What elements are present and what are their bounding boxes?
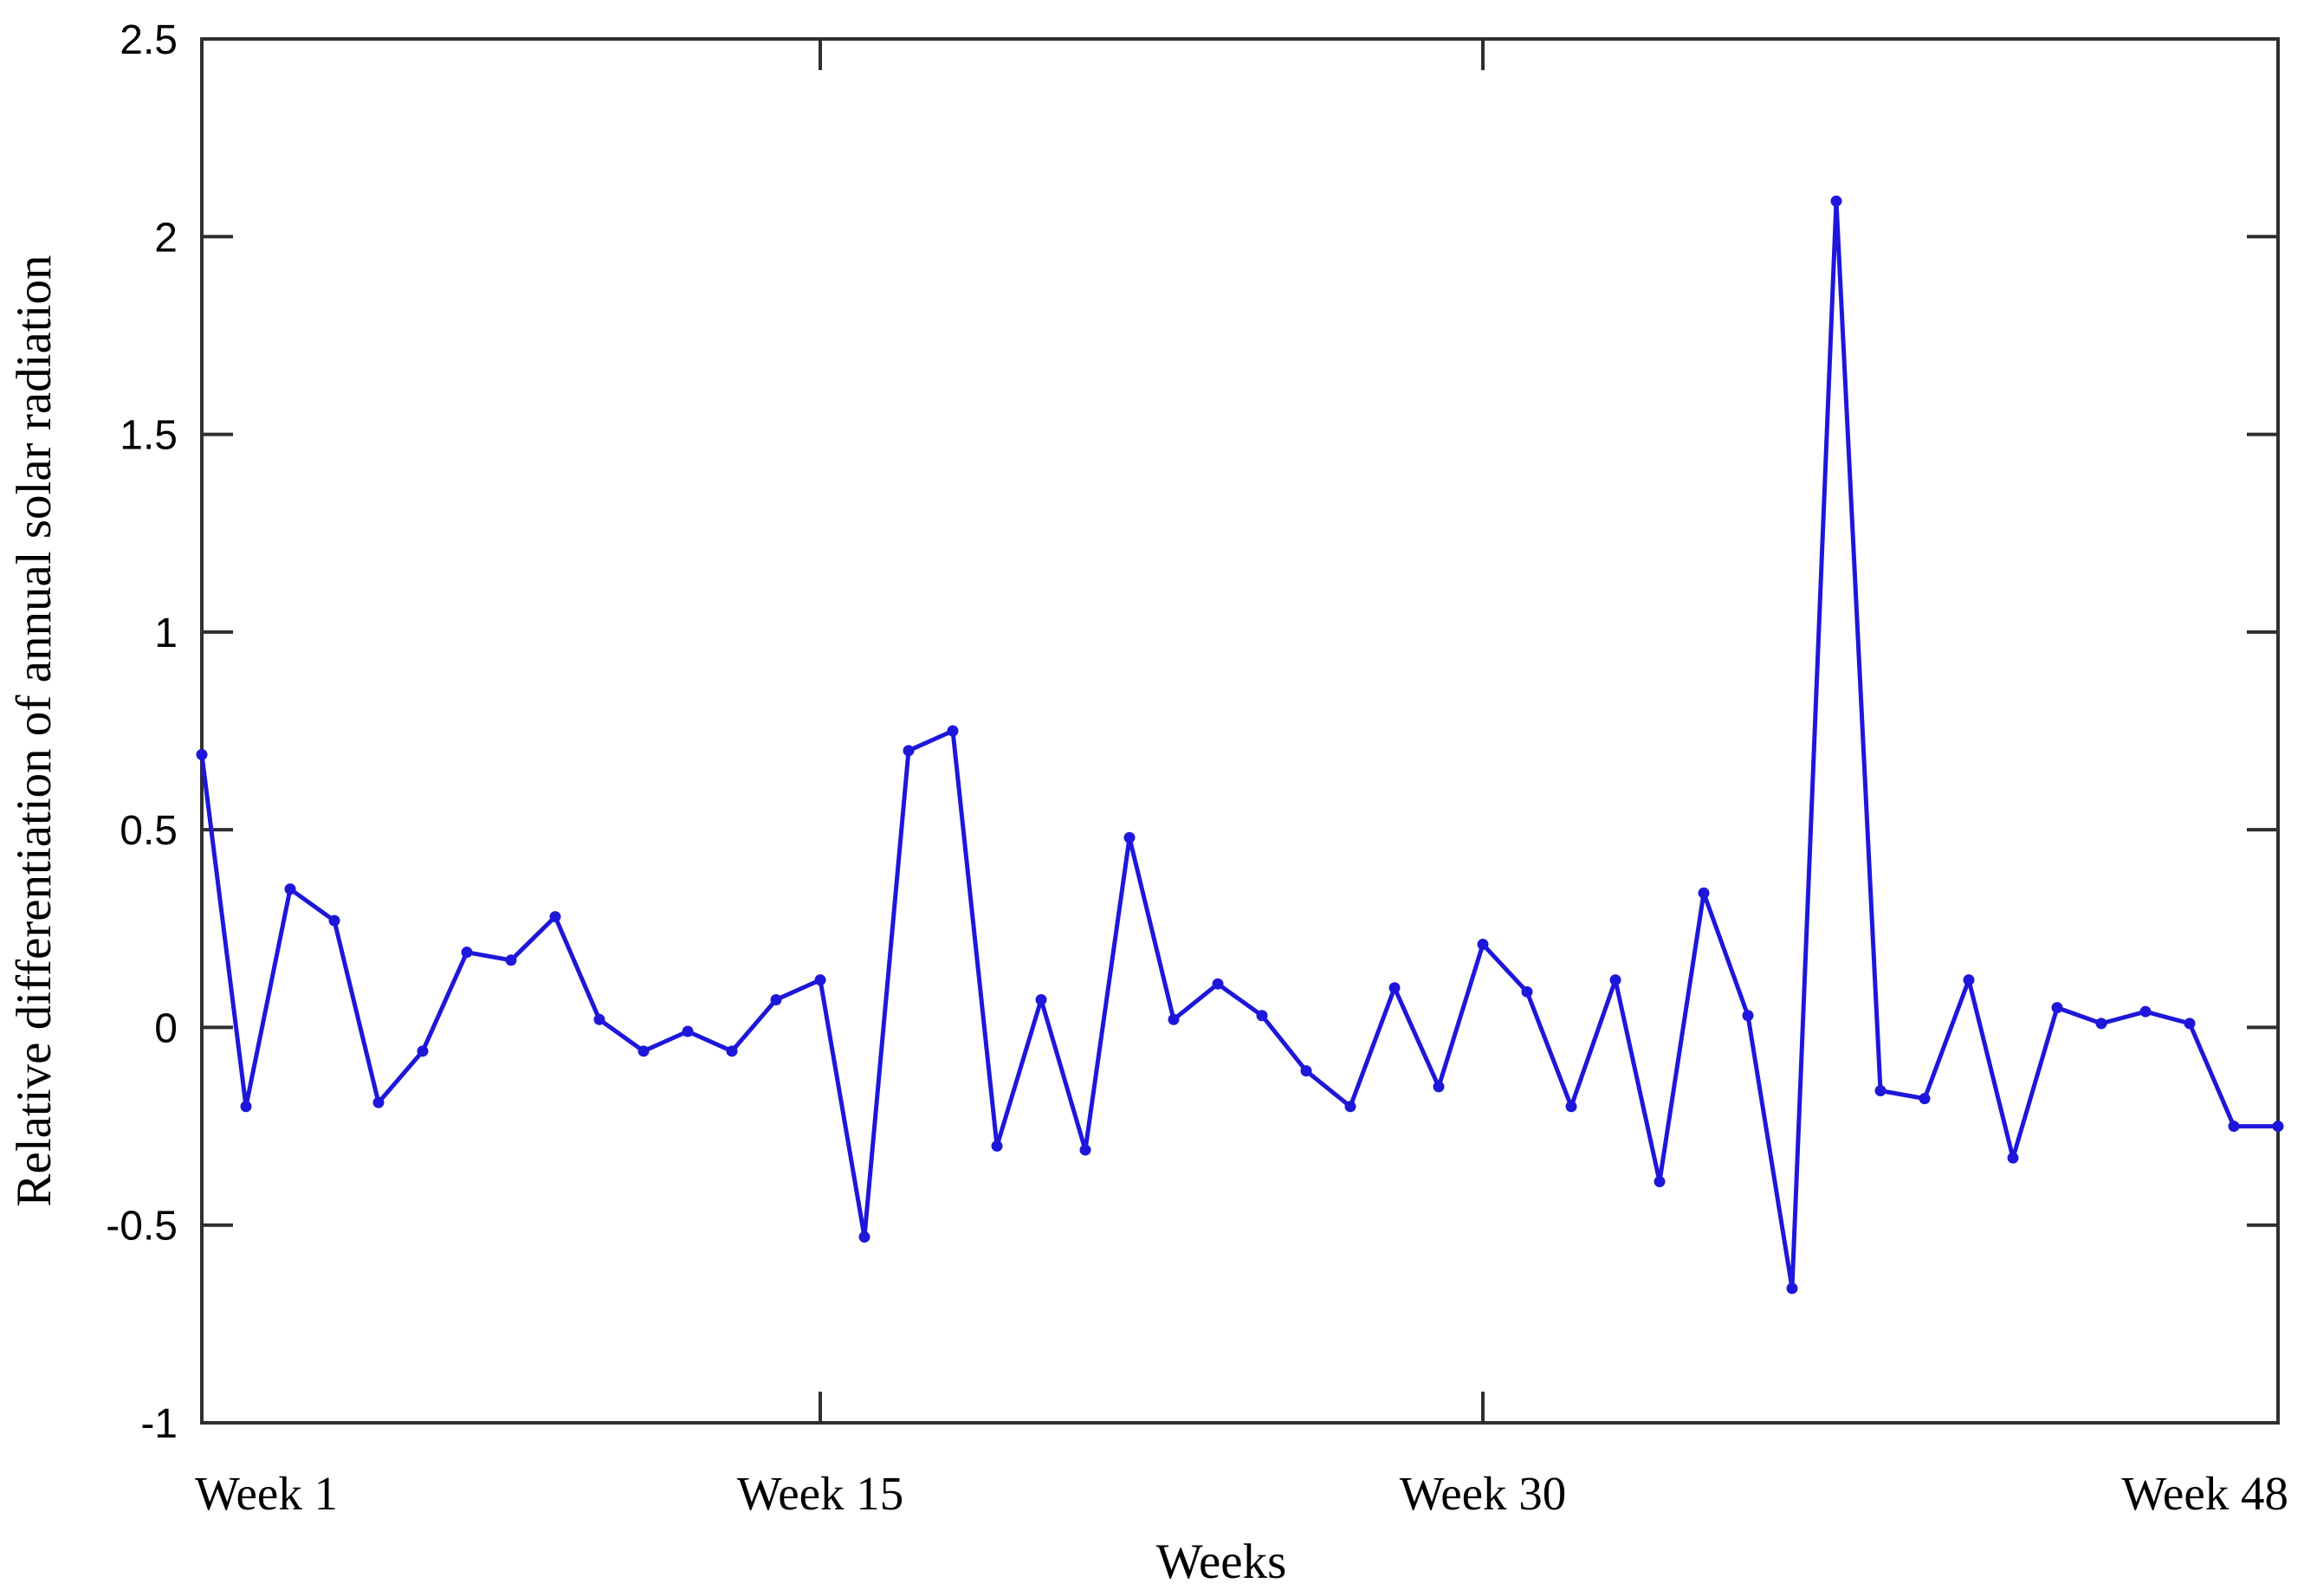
data-point xyxy=(505,954,517,966)
y-tick-label: 2 xyxy=(154,215,178,261)
data-point xyxy=(1256,1010,1268,1022)
data-point xyxy=(1654,1175,1666,1187)
y-tick-label: 1.5 xyxy=(120,413,178,459)
data-point xyxy=(1521,985,1533,998)
data-point xyxy=(1786,1283,1798,1295)
data-point xyxy=(1565,1101,1577,1113)
data-point xyxy=(196,748,208,760)
data-point xyxy=(2228,1121,2240,1133)
data-point xyxy=(1477,939,1489,951)
data-line xyxy=(199,198,2281,1291)
data-point xyxy=(814,974,826,986)
data-point xyxy=(1698,887,1710,899)
data-point xyxy=(2007,1152,2019,1164)
data-point xyxy=(858,1231,870,1243)
y-tick-label: -1 xyxy=(140,1401,178,1447)
data-point xyxy=(1609,974,1621,986)
data-series-layer xyxy=(196,195,2284,1295)
x-tick-label: Week 15 xyxy=(737,1467,904,1520)
data-point xyxy=(903,745,915,757)
y-tick-label: 1 xyxy=(154,611,178,656)
data-point xyxy=(461,947,473,959)
data-point xyxy=(2272,1121,2284,1133)
data-point xyxy=(328,914,340,927)
data-point xyxy=(240,1101,252,1113)
data-point xyxy=(1433,1081,1445,1093)
data-point xyxy=(1300,1065,1312,1077)
data-point xyxy=(1168,1013,1180,1025)
y-tick-label: 2.5 xyxy=(120,17,178,63)
data-point xyxy=(637,1045,650,1057)
data-point xyxy=(947,725,959,737)
data-point xyxy=(2095,1018,2107,1030)
axes-layer: 2.5 2 1.5 1 0.5 0 -0.5 -1 Week 1 Week 15 Week 30 We… xyxy=(106,17,2288,1520)
data-point xyxy=(593,1013,605,1025)
data-point xyxy=(1830,195,1842,207)
data-point xyxy=(682,1025,694,1037)
data-point xyxy=(549,911,561,923)
y-axis-title: Relative differentiation of annual solar… xyxy=(7,255,61,1207)
data-point xyxy=(1079,1144,1091,1156)
y-tick-label: 0 xyxy=(154,1005,178,1051)
x-tick-label: Week 1 xyxy=(195,1467,338,1520)
data-point xyxy=(417,1045,429,1057)
data-point xyxy=(284,883,296,895)
data-point xyxy=(2184,1018,2196,1030)
data-point xyxy=(1212,978,1224,990)
data-point xyxy=(372,1096,385,1108)
data-point xyxy=(991,1140,1003,1152)
x-tick-label: Week 30 xyxy=(1400,1467,1567,1520)
x-tick-label: Week 48 xyxy=(2121,1467,2288,1520)
data-point xyxy=(726,1045,738,1057)
data-point xyxy=(1344,1101,1356,1113)
data-point xyxy=(770,993,782,1005)
y-tick-label: -0.5 xyxy=(106,1204,178,1250)
data-point xyxy=(1035,993,1047,1005)
data-point xyxy=(1123,831,1136,843)
data-point xyxy=(2051,1002,2063,1014)
data-point xyxy=(1388,982,1401,994)
data-point xyxy=(1874,1084,1887,1096)
data-point xyxy=(1919,1093,1931,1105)
data-point xyxy=(1963,974,1975,986)
y-tick-label: 0.5 xyxy=(120,808,178,854)
plot-box xyxy=(200,37,2280,1425)
data-point xyxy=(1742,1010,1754,1022)
x-axis-title: Weeks xyxy=(1156,1535,1287,1589)
data-point xyxy=(2139,1005,2152,1018)
